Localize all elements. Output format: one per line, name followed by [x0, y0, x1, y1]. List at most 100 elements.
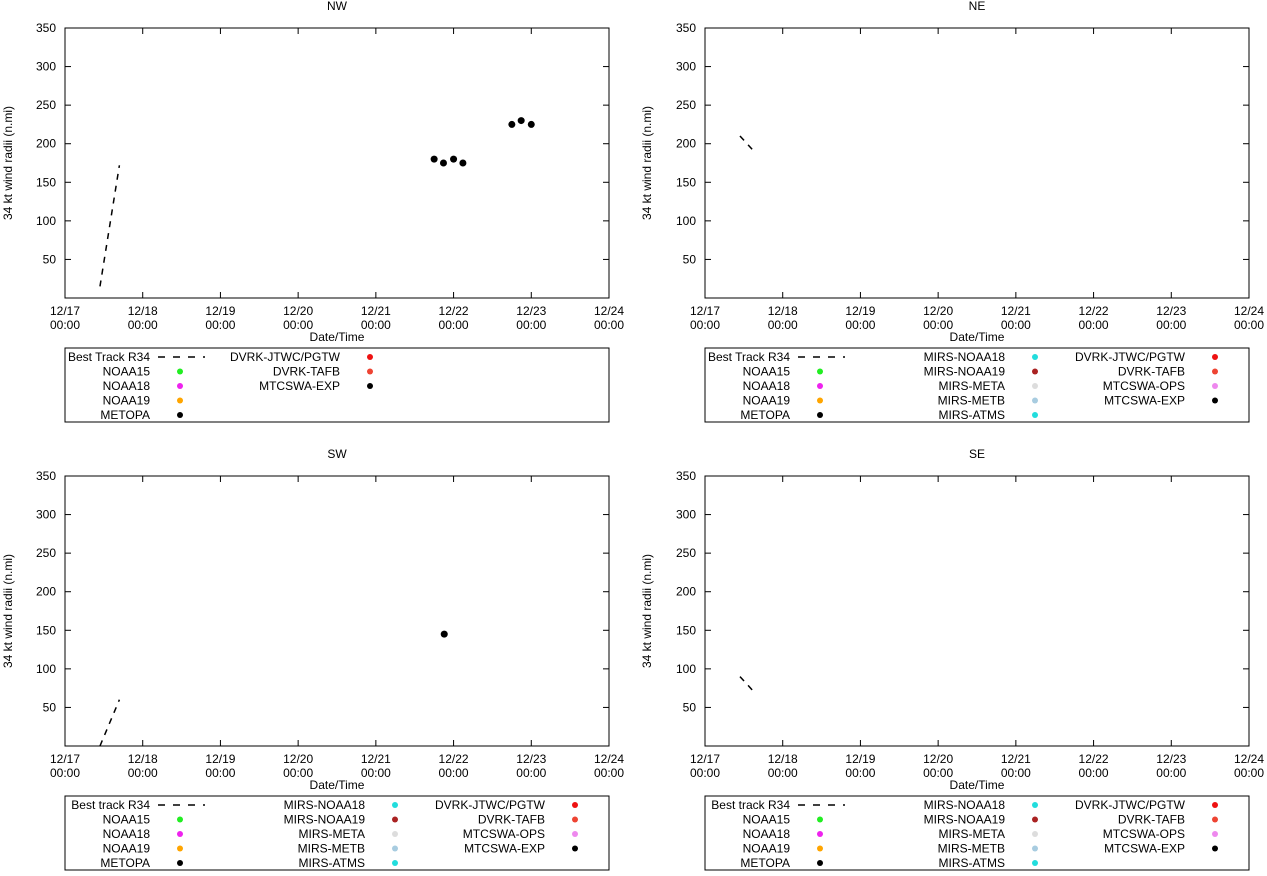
- legend-swatch-right: [572, 845, 578, 852]
- x-tick-label-date: 12/19: [845, 752, 875, 766]
- legend-swatch-right: [1212, 845, 1218, 852]
- legend-swatch-middle: [1032, 383, 1038, 389]
- y-tick-label: 300: [676, 508, 696, 522]
- x-tick-label-date: 12/22: [439, 304, 469, 318]
- x-tick-label-time: 00:00: [1001, 318, 1031, 332]
- x-tick-label-time: 00:00: [768, 766, 798, 780]
- legend-swatch-left: [177, 397, 183, 404]
- legend-swatch-left: [177, 831, 183, 837]
- x-tick-label-time: 00:00: [923, 766, 953, 780]
- x-tick-label-date: 12/18: [128, 304, 158, 318]
- data-point-mtcswa-exp: [440, 630, 448, 638]
- data-point-mtcswa-exp: [527, 120, 535, 128]
- legend-swatch-middle: [1032, 368, 1038, 375]
- x-tick-label-time: 00:00: [768, 318, 798, 332]
- legend-swatch-right: [1212, 802, 1218, 808]
- legend-swatch-right: [1212, 383, 1218, 389]
- legend-label: NOAA19: [103, 842, 151, 856]
- x-tick-label-date: 12/20: [923, 304, 953, 318]
- x-tick-label-date: 12/21: [361, 304, 391, 318]
- x-tick-label-time: 00:00: [205, 766, 235, 780]
- legend-label: MTCSWA-OPS: [463, 827, 545, 841]
- y-tick-label: 100: [676, 214, 696, 228]
- data-point-mtcswa-exp: [439, 159, 447, 167]
- y-tick-label: 350: [36, 21, 56, 35]
- chart-panel-sw: SW5010015020025030035012/1700:0012/1800:…: [1, 447, 624, 871]
- y-tick-label: 150: [676, 175, 696, 189]
- legend-swatch-middle: [1032, 354, 1038, 360]
- x-tick-label-date: 12/22: [1079, 304, 1109, 318]
- legend-box: [704, 795, 1250, 871]
- legend-box: [64, 795, 610, 871]
- x-tick-label-time: 00:00: [50, 766, 80, 780]
- legend-swatch-middle: [1032, 845, 1038, 852]
- legend-label: MIRS-ATMS: [299, 856, 365, 870]
- legend-swatch-right: [1212, 831, 1218, 837]
- legend-swatch-middle: [1032, 860, 1038, 866]
- y-tick-label: 200: [36, 137, 56, 151]
- data-point-mtcswa-exp: [459, 159, 467, 167]
- y-tick-label: 250: [676, 546, 696, 560]
- legend-label: MTCSWA-EXP: [1104, 842, 1185, 856]
- y-tick-label: 350: [676, 469, 696, 483]
- legend-label: NOAA19: [743, 394, 791, 408]
- x-tick-label-date: 12/24: [1234, 752, 1264, 766]
- data-point-mtcswa-exp: [450, 155, 458, 163]
- x-tick-label-date: 12/24: [594, 304, 624, 318]
- x-tick-label-time: 00:00: [50, 318, 80, 332]
- legend-label: DVRK-TAFB: [478, 813, 545, 827]
- legend-label: NOAA19: [103, 394, 151, 408]
- x-tick-label-date: 12/17: [690, 304, 720, 318]
- x-tick-label-date: 12/22: [1079, 752, 1109, 766]
- legend-label: DVRK-TAFB: [273, 365, 340, 379]
- legend-swatch-middle: [1032, 397, 1038, 404]
- legend-box: [704, 347, 1250, 423]
- x-tick-label-time: 00:00: [1234, 318, 1264, 332]
- chart-title: SW: [327, 447, 347, 461]
- legend-label: MTCSWA-OPS: [1103, 827, 1185, 841]
- x-tick-label-time: 00:00: [1079, 766, 1109, 780]
- y-tick-label: 300: [36, 508, 56, 522]
- x-tick-label-date: 12/24: [1234, 304, 1264, 318]
- legend-swatch-right: [1212, 354, 1218, 360]
- chart-panel-ne: NE5010015020025030035012/1700:0012/1800:…: [640, 0, 1264, 423]
- best-track-line: [739, 676, 757, 695]
- x-tick-label-time: 00:00: [1234, 766, 1264, 780]
- y-tick-label: 200: [36, 585, 56, 599]
- x-tick-label-date: 12/18: [128, 752, 158, 766]
- legend-swatch-right: [1212, 368, 1218, 375]
- legend-label: MIRS-NOAA19: [924, 365, 1006, 379]
- legend-label: METOPA: [740, 856, 790, 870]
- legend-label: Best track R34: [71, 798, 150, 812]
- x-tick-label-date: 12/22: [439, 752, 469, 766]
- y-tick-label: 50: [43, 700, 57, 714]
- y-tick-label: 200: [676, 585, 696, 599]
- x-tick-label-time: 00:00: [283, 318, 313, 332]
- x-axis-label: Date/Time: [310, 330, 365, 344]
- legend-label: MIRS-NOAA18: [924, 798, 1006, 812]
- legend-swatch-left: [177, 412, 183, 418]
- legend-swatch-left: [177, 383, 183, 389]
- legend-label: Best track R34: [711, 798, 790, 812]
- y-tick-label: 50: [43, 252, 57, 266]
- x-axis-label: Date/Time: [950, 330, 1005, 344]
- plot-frame: [64, 475, 610, 747]
- legend-label: MIRS-ATMS: [939, 408, 1005, 422]
- legend-label: MTCSWA-EXP: [464, 842, 545, 856]
- legend-swatch-left: [817, 860, 823, 866]
- x-tick-label-time: 00:00: [594, 766, 624, 780]
- x-tick-label-time: 00:00: [128, 318, 158, 332]
- legend-swatch-right: [572, 802, 578, 808]
- legend-swatch-left: [817, 368, 823, 375]
- best-track-line: [739, 135, 757, 154]
- x-tick-label-time: 00:00: [361, 318, 391, 332]
- x-tick-label-date: 12/18: [768, 304, 798, 318]
- data-point-mtcswa-exp: [430, 155, 438, 163]
- x-tick-label-date: 12/21: [1001, 304, 1031, 318]
- legend-label: MIRS-METB: [938, 842, 1005, 856]
- x-tick-label-date: 12/23: [1156, 752, 1186, 766]
- legend-swatch-left: [177, 816, 183, 823]
- legend-swatch-left: [817, 845, 823, 852]
- legend-label: MTCSWA-EXP: [1104, 394, 1185, 408]
